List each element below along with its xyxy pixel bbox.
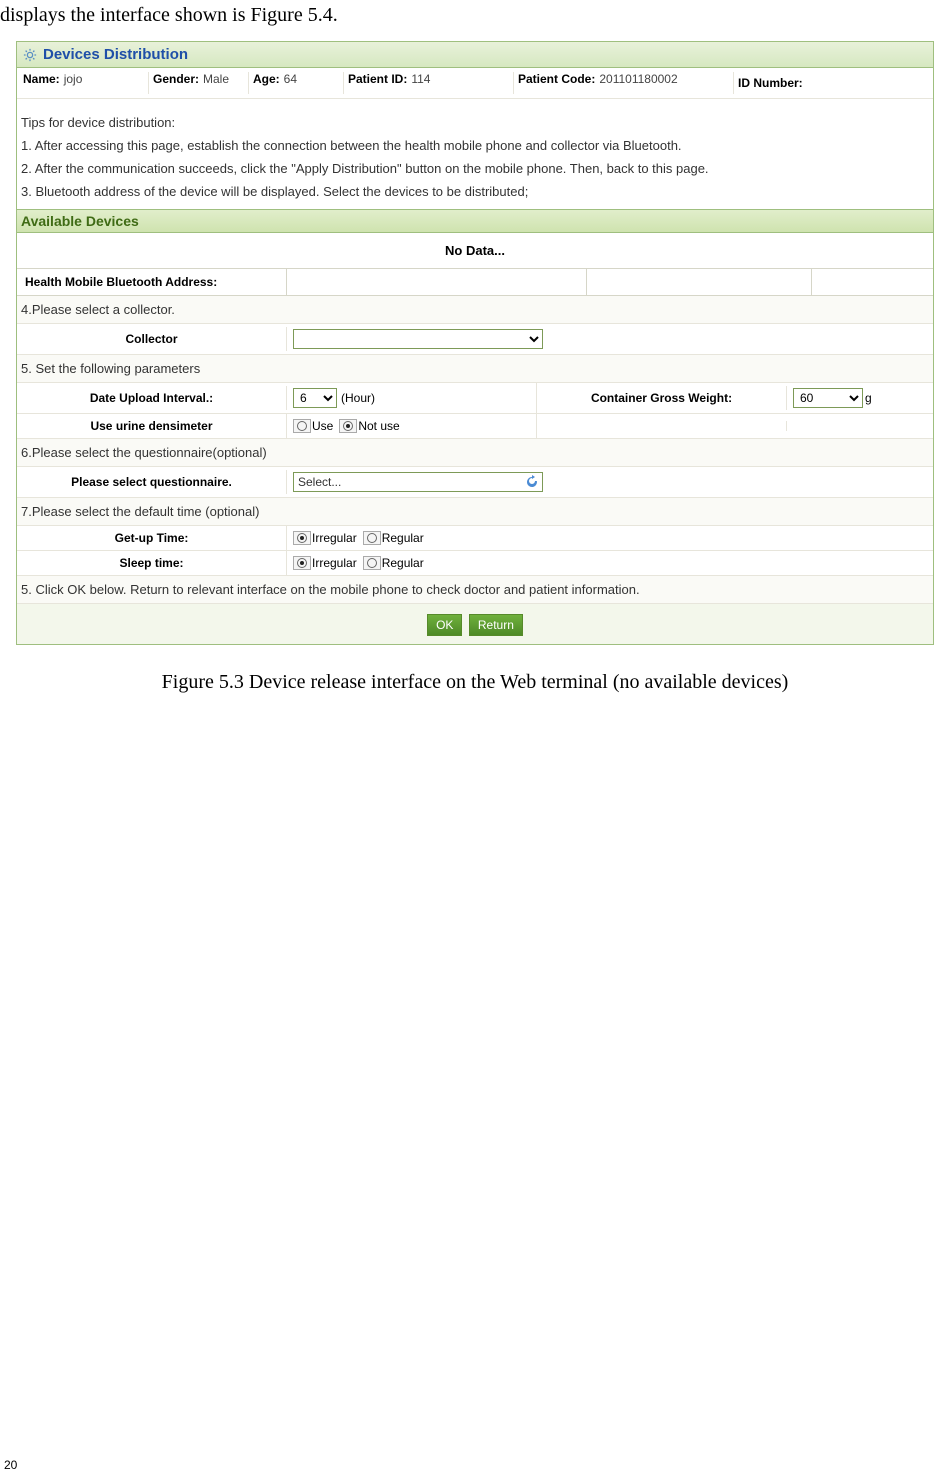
bt-address-cell-3 — [812, 269, 933, 295]
no-data-text: No Data... — [17, 233, 933, 269]
questionnaire-select[interactable]: Select... — [293, 472, 543, 492]
figure-caption: Figure 5.3 Device release interface on t… — [16, 671, 934, 694]
step-5b-text: 5. Click OK below. Return to relevant in… — [17, 576, 933, 604]
container-weight-label: Container Gross Weight: — [537, 386, 787, 410]
name-label: Name: — [19, 72, 60, 94]
sleep-irregular-label: Irregular — [312, 556, 357, 570]
page-number: 20 — [4, 1458, 17, 1472]
getup-time-row: Get-up Time: Irregular Regular — [17, 526, 933, 551]
getup-irregular-radio[interactable] — [293, 531, 311, 545]
getup-regular-radio[interactable] — [363, 531, 381, 545]
upload-interval-row: Date Upload Interval.: 6 (Hour) Containe… — [17, 383, 933, 414]
sleep-irregular-radio[interactable] — [293, 556, 311, 570]
patient-id-value: 114 — [407, 72, 430, 94]
gender-value: Male — [199, 72, 229, 94]
container-weight-select[interactable]: 60 — [793, 388, 863, 408]
patient-code-label: Patient Code: — [514, 72, 595, 94]
questionnaire-placeholder: Select... — [298, 475, 341, 489]
collector-select[interactable] — [293, 329, 543, 349]
age-value: 64 — [280, 72, 297, 94]
bluetooth-address-row: Health Mobile Bluetooth Address: — [17, 269, 933, 296]
refresh-icon[interactable] — [524, 474, 540, 490]
step-6-text: 6.Please select the questionnaire(option… — [17, 439, 933, 467]
date-upload-label: Date Upload Interval.: — [17, 386, 287, 410]
date-upload-unit: (Hour) — [341, 391, 375, 405]
container-weight-unit: g — [865, 391, 872, 405]
name-value: jojo — [60, 72, 83, 94]
getup-label: Get-up Time: — [17, 526, 287, 550]
bt-address-label: Health Mobile Bluetooth Address: — [17, 269, 287, 295]
patient-code-value: 201101180002 — [595, 72, 677, 94]
panel-title: Devices Distribution — [43, 46, 188, 63]
gear-icon — [23, 48, 37, 62]
urine-notuse-label: Not use — [358, 419, 399, 433]
urine-densimeter-row: Use urine densimeter Use Not use — [17, 414, 933, 439]
tips-heading: Tips for device distribution: — [21, 115, 929, 130]
tip-3: 3. Bluetooth address of the device will … — [21, 184, 929, 199]
getup-regular-label: Regular — [382, 531, 424, 545]
id-number-label: ID Number: — [734, 76, 803, 90]
sleep-time-row: Sleep time: Irregular Regular — [17, 551, 933, 576]
sleep-label: Sleep time: — [17, 551, 287, 575]
ok-button[interactable]: OK — [427, 614, 462, 636]
patient-info-row: Name:jojo Gender:Male Age:64 Patient ID:… — [17, 68, 933, 99]
tip-1: 1. After accessing this page, establish … — [21, 138, 929, 153]
urine-use-label: Use — [312, 419, 333, 433]
button-bar: OK Return — [17, 604, 933, 644]
patient-id-label: Patient ID: — [344, 72, 407, 94]
tip-2: 2. After the communication succeeds, cli… — [21, 161, 929, 176]
step-7-text: 7.Please select the default time (option… — [17, 498, 933, 526]
collector-row: Collector — [17, 324, 933, 355]
step-5-text: 5. Set the following parameters — [17, 355, 933, 383]
collector-label: Collector — [17, 327, 287, 351]
bt-address-cell-1 — [287, 269, 587, 295]
getup-irregular-label: Irregular — [312, 531, 357, 545]
available-devices-header: Available Devices — [17, 209, 933, 233]
date-upload-select[interactable]: 6 — [293, 388, 337, 408]
questionnaire-row: Please select questionnaire. Select... — [17, 467, 933, 498]
urine-label: Use urine densimeter — [17, 414, 287, 438]
devices-panel: Devices Distribution Name:jojo Gender:Ma… — [16, 41, 934, 645]
urine-use-radio[interactable] — [293, 419, 311, 433]
empty-cell — [537, 421, 787, 431]
tips-block: Tips for device distribution: 1. After a… — [17, 99, 933, 209]
intro-text: displays the interface shown is Figure 5… — [0, 0, 940, 41]
questionnaire-label: Please select questionnaire. — [17, 470, 287, 494]
sleep-regular-radio[interactable] — [363, 556, 381, 570]
step-4-text: 4.Please select a collector. — [17, 296, 933, 324]
age-label: Age: — [249, 72, 280, 94]
panel-header: Devices Distribution — [17, 42, 933, 68]
empty-cell — [787, 421, 933, 431]
sleep-regular-label: Regular — [382, 556, 424, 570]
gender-label: Gender: — [149, 72, 199, 94]
return-button[interactable]: Return — [469, 614, 523, 636]
bt-address-cell-2 — [587, 269, 812, 295]
urine-notuse-radio[interactable] — [339, 419, 357, 433]
